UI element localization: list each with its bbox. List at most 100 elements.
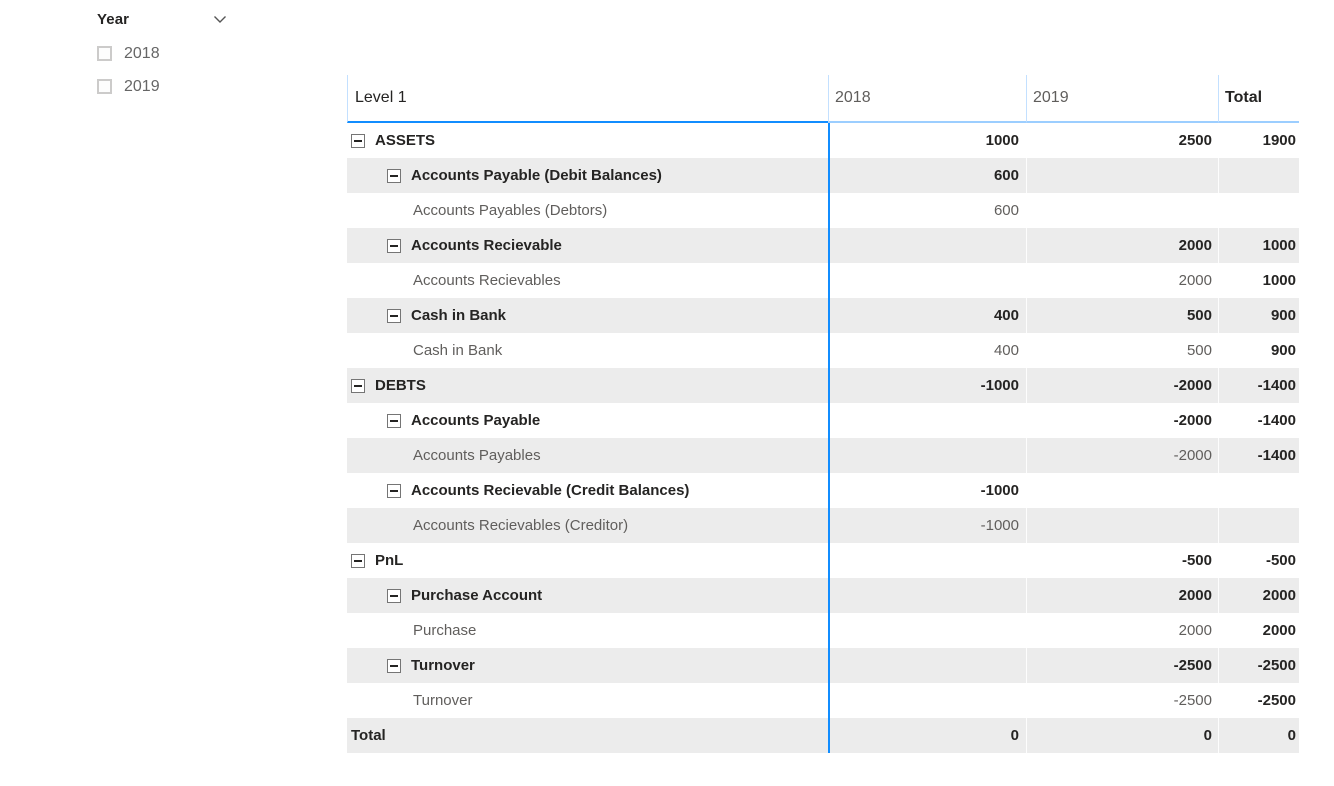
- row-header-cell[interactable]: Turnover: [347, 683, 828, 718]
- row-header-cell[interactable]: DEBTS: [347, 368, 828, 403]
- value-cell-total[interactable]: -1400: [1218, 438, 1299, 473]
- value-cell-2019[interactable]: [1026, 158, 1218, 193]
- value-cell-2019[interactable]: [1026, 473, 1218, 508]
- collapse-minus-icon[interactable]: [387, 238, 401, 253]
- value-cell-total[interactable]: [1218, 158, 1299, 193]
- value-cell-2018[interactable]: 400: [828, 333, 1026, 368]
- value-cell-total[interactable]: [1218, 473, 1299, 508]
- value-cell-2018[interactable]: [828, 438, 1026, 473]
- value-cell-total[interactable]: -1400: [1218, 403, 1299, 438]
- value-cell-2018[interactable]: [828, 613, 1026, 648]
- row-label: Total: [351, 727, 386, 744]
- value-cell-total[interactable]: -2500: [1218, 683, 1299, 718]
- value-cell-total[interactable]: 1900: [1218, 123, 1299, 158]
- value-cell-2018[interactable]: [828, 543, 1026, 578]
- value-cell-2019[interactable]: -2000: [1026, 368, 1218, 403]
- value-cell-2018[interactable]: [828, 403, 1026, 438]
- collapse-minus-icon[interactable]: [387, 413, 401, 428]
- value-cell-total[interactable]: 1000: [1218, 228, 1299, 263]
- matrix-row: Accounts Recievables 2000 1000: [347, 263, 1299, 298]
- value-cell-2018[interactable]: 600: [828, 193, 1026, 228]
- value-cell-2018[interactable]: 400: [828, 298, 1026, 333]
- value-cell-total[interactable]: [1218, 193, 1299, 228]
- value-cell-2019[interactable]: 500: [1026, 298, 1218, 333]
- value-cell-2019[interactable]: 2000: [1026, 263, 1218, 298]
- row-header-cell[interactable]: Accounts Recievables: [347, 263, 828, 298]
- value-cell-total[interactable]: -1400: [1218, 368, 1299, 403]
- value-cell-2019[interactable]: -2000: [1026, 438, 1218, 473]
- value-cell-total[interactable]: 900: [1218, 298, 1299, 333]
- value-cell-2018[interactable]: [828, 648, 1026, 683]
- row-label: PnL: [375, 552, 404, 569]
- slicer-item-label[interactable]: 2018: [124, 44, 160, 62]
- value-cell-2018[interactable]: [828, 263, 1026, 298]
- value-cell-total[interactable]: 2000: [1218, 613, 1299, 648]
- row-label: Accounts Recievables: [413, 272, 561, 289]
- value-cell-total[interactable]: 1000: [1218, 263, 1299, 298]
- column-header-2018[interactable]: 2018: [828, 75, 1026, 123]
- matrix-row: Purchase 2000 2000: [347, 613, 1299, 648]
- value-cell-2018[interactable]: [828, 578, 1026, 613]
- chevron-down-icon[interactable]: [213, 15, 227, 24]
- value-cell-2018[interactable]: [828, 683, 1026, 718]
- value-cell-2019[interactable]: 0: [1026, 718, 1218, 753]
- value-cell-total[interactable]: 900: [1218, 333, 1299, 368]
- row-header-cell[interactable]: Accounts Recievable (Credit Balances): [347, 473, 828, 508]
- value-cell-2019[interactable]: -2500: [1026, 648, 1218, 683]
- row-header-cell[interactable]: Turnover: [347, 648, 828, 683]
- collapse-minus-icon[interactable]: [351, 378, 365, 393]
- column-header-level1[interactable]: Level 1: [347, 75, 828, 123]
- value-cell-2019[interactable]: [1026, 193, 1218, 228]
- value-cell-2018[interactable]: -1000: [828, 368, 1026, 403]
- collapse-minus-icon[interactable]: [387, 658, 401, 673]
- slicer-item-2018[interactable]: 2018: [97, 37, 229, 70]
- checkbox-icon[interactable]: [97, 46, 112, 61]
- value-cell-total[interactable]: -500: [1218, 543, 1299, 578]
- row-header-cell[interactable]: Accounts Recievable: [347, 228, 828, 263]
- value-cell-2018[interactable]: 600: [828, 158, 1026, 193]
- row-header-cell[interactable]: Accounts Payable (Debit Balances): [347, 158, 828, 193]
- value-cell-total[interactable]: 0: [1218, 718, 1299, 753]
- collapse-minus-icon[interactable]: [387, 168, 401, 183]
- matrix-row: Cash in Bank 400 500 900: [347, 298, 1299, 333]
- matrix-row: Accounts Recievable 2000 1000: [347, 228, 1299, 263]
- collapse-minus-icon[interactable]: [387, 588, 401, 603]
- value-cell-total[interactable]: 2000: [1218, 578, 1299, 613]
- value-cell-2019[interactable]: -2500: [1026, 683, 1218, 718]
- slicer-item-2019[interactable]: 2019: [97, 70, 229, 103]
- row-header-cell[interactable]: Cash in Bank: [347, 333, 828, 368]
- value-cell-2019[interactable]: -2000: [1026, 403, 1218, 438]
- value-cell-2019[interactable]: [1026, 508, 1218, 543]
- value-cell-2018[interactable]: -1000: [828, 508, 1026, 543]
- slicer-item-label[interactable]: 2019: [124, 77, 160, 95]
- row-header-cell[interactable]: Accounts Payable: [347, 403, 828, 438]
- value-cell-2019[interactable]: 2000: [1026, 228, 1218, 263]
- row-header-cell[interactable]: ASSETS: [347, 123, 828, 158]
- value-cell-total[interactable]: -2500: [1218, 648, 1299, 683]
- row-header-cell[interactable]: Purchase: [347, 613, 828, 648]
- row-header-cell[interactable]: Accounts Recievables (Creditor): [347, 508, 828, 543]
- value-cell-2018[interactable]: 1000: [828, 123, 1026, 158]
- value-cell-2019[interactable]: 2500: [1026, 123, 1218, 158]
- value-cell-2019[interactable]: 2000: [1026, 578, 1218, 613]
- collapse-minus-icon[interactable]: [387, 308, 401, 323]
- value-cell-2019[interactable]: 500: [1026, 333, 1218, 368]
- checkbox-icon[interactable]: [97, 79, 112, 94]
- column-header-total[interactable]: Total: [1218, 75, 1299, 123]
- row-header-cell[interactable]: Accounts Payables (Debtors): [347, 193, 828, 228]
- value-cell-2019[interactable]: 2000: [1026, 613, 1218, 648]
- value-cell-2018[interactable]: 0: [828, 718, 1026, 753]
- row-header-cell[interactable]: Purchase Account: [347, 578, 828, 613]
- value-cell-total[interactable]: [1218, 508, 1299, 543]
- row-header-cell[interactable]: PnL: [347, 543, 828, 578]
- value-cell-2018[interactable]: -1000: [828, 473, 1026, 508]
- collapse-minus-icon[interactable]: [387, 483, 401, 498]
- collapse-minus-icon[interactable]: [351, 133, 365, 148]
- row-header-cell[interactable]: Cash in Bank: [347, 298, 828, 333]
- value-cell-2018[interactable]: [828, 228, 1026, 263]
- collapse-minus-icon[interactable]: [351, 553, 365, 568]
- column-header-2019[interactable]: 2019: [1026, 75, 1218, 123]
- row-header-cell[interactable]: Total: [347, 718, 828, 753]
- row-header-cell[interactable]: Accounts Payables: [347, 438, 828, 473]
- value-cell-2019[interactable]: -500: [1026, 543, 1218, 578]
